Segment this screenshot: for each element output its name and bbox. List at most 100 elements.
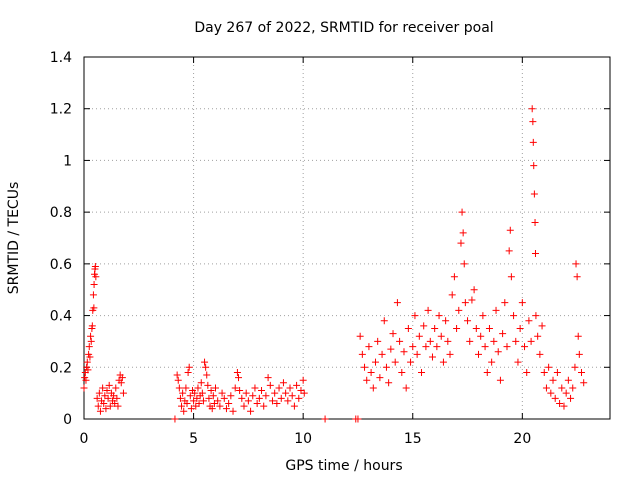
data-point: [402, 384, 410, 392]
data-point: [433, 343, 441, 351]
data-point: [208, 405, 216, 413]
data-point: [96, 407, 104, 415]
data-point: [212, 384, 219, 392]
data-point: [475, 350, 482, 358]
data-point: [393, 299, 401, 307]
x-tick-label: 10: [294, 431, 312, 447]
y-tick-label: 0.6: [50, 257, 72, 273]
data-point: [282, 389, 290, 397]
data-point: [574, 332, 582, 340]
data-point: [286, 384, 294, 392]
data-point: [371, 358, 379, 366]
data-point: [191, 389, 199, 397]
data-point: [227, 392, 235, 400]
data-point: [83, 358, 91, 366]
data-point: [114, 402, 122, 410]
data-point: [494, 348, 502, 356]
data-point: [540, 368, 548, 376]
data-point: [532, 312, 540, 320]
data-point: [199, 397, 207, 405]
data-point: [216, 402, 224, 410]
data-point: [564, 376, 572, 384]
data-point: [95, 389, 103, 397]
data-point: [112, 384, 120, 392]
x-tick-label: 20: [513, 431, 531, 447]
data-point: [510, 312, 518, 320]
data-point: [202, 363, 210, 371]
data-point: [431, 325, 439, 332]
data-point: [299, 376, 307, 384]
data-point: [288, 392, 296, 400]
data-point: [580, 379, 588, 387]
data-point: [369, 384, 377, 392]
data-point: [295, 394, 303, 402]
data-point: [251, 384, 259, 392]
data-point: [477, 332, 485, 340]
data-point: [231, 384, 239, 392]
data-point: [93, 394, 101, 402]
data-point: [553, 368, 561, 376]
data-point: [106, 402, 114, 410]
data-point: [455, 306, 463, 314]
data-point: [321, 415, 329, 423]
data-point: [529, 138, 537, 146]
data-point: [385, 379, 393, 387]
data-point: [178, 402, 186, 410]
data-point: [176, 394, 184, 402]
data-point: [242, 389, 250, 397]
y-tick-label: 1.2: [50, 102, 72, 118]
data-point: [86, 353, 94, 361]
data-point: [545, 363, 553, 371]
data-point: [180, 407, 188, 415]
data-point: [171, 415, 179, 423]
data-point: [91, 262, 99, 270]
y-tick-label: 0.8: [50, 205, 72, 221]
data-point: [516, 325, 524, 332]
data-point: [376, 374, 384, 382]
data-point: [197, 379, 205, 387]
y-tick-label: 0: [63, 412, 72, 428]
data-point: [529, 118, 537, 126]
y-tick-label: 0.4: [50, 309, 72, 325]
data-point: [104, 394, 112, 402]
data-point: [198, 389, 206, 397]
data-point: [205, 394, 213, 402]
data-point: [229, 407, 237, 415]
data-point: [179, 389, 187, 397]
data-point: [94, 402, 102, 410]
data-point: [194, 384, 202, 392]
data-point: [525, 317, 533, 325]
data-point: [240, 402, 248, 410]
data-point: [453, 325, 461, 332]
plot-frame: [83, 56, 611, 420]
data-point: [435, 312, 443, 320]
data-point: [365, 343, 373, 351]
data-point: [361, 363, 369, 371]
data-point: [413, 350, 421, 358]
data-point: [87, 332, 95, 340]
x-axis: 0 5 10 15 20: [80, 57, 531, 447]
data-point: [387, 345, 395, 353]
data-point: [264, 374, 272, 382]
data-point: [119, 389, 127, 397]
data-point: [569, 384, 577, 392]
data-point: [542, 384, 550, 392]
data-point: [235, 374, 243, 382]
data-point: [84, 366, 92, 374]
data-point: [290, 402, 298, 410]
data-point: [505, 247, 513, 255]
data-point: [87, 337, 95, 345]
data-point: [398, 368, 406, 376]
data-point: [363, 376, 371, 384]
data-point: [496, 376, 504, 384]
data-point: [571, 363, 579, 371]
data-point: [556, 399, 564, 407]
data-point: [444, 337, 452, 345]
data-point: [293, 381, 301, 389]
data-point: [391, 358, 399, 366]
data-point: [117, 379, 125, 387]
data-point: [262, 392, 270, 400]
data-point: [195, 399, 203, 407]
data-point: [527, 337, 535, 345]
data-point: [80, 384, 88, 392]
